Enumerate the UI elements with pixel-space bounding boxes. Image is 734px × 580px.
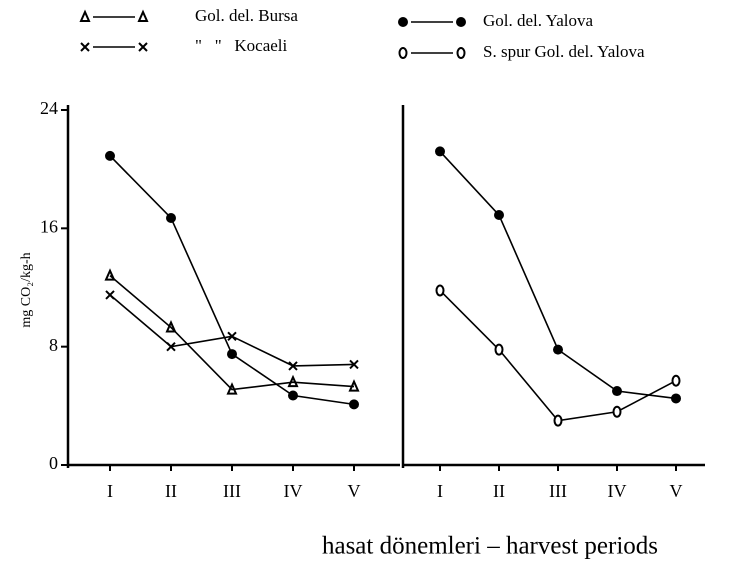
marker xyxy=(612,405,622,418)
marker xyxy=(435,284,445,297)
marker xyxy=(288,390,298,401)
x-tick-label: I xyxy=(107,481,113,501)
legend-label: " " Kocaeli xyxy=(195,36,288,55)
marker xyxy=(671,374,681,387)
marker xyxy=(553,414,563,427)
x-tick-label: I xyxy=(437,481,443,501)
series-line xyxy=(109,275,355,391)
legend-marker xyxy=(137,9,149,22)
y-axis-label: mg CO₂/kg-h xyxy=(19,252,34,327)
legend-marker xyxy=(456,47,466,59)
legend-marker xyxy=(80,42,90,52)
series-line xyxy=(439,150,677,400)
marker xyxy=(105,150,115,161)
marker xyxy=(349,399,359,410)
marker xyxy=(494,343,504,356)
x-tick-label: II xyxy=(165,481,177,501)
marker xyxy=(227,349,237,360)
marker xyxy=(435,146,445,157)
x-tick-label: III xyxy=(549,481,567,501)
marker xyxy=(166,212,176,223)
y-tick-label: 24 xyxy=(40,98,58,118)
legend-marker xyxy=(138,42,148,52)
legend-marker xyxy=(398,17,408,27)
series-line xyxy=(439,289,677,422)
legend-marker xyxy=(456,17,466,27)
marker xyxy=(494,210,504,221)
marker xyxy=(166,341,176,352)
marker xyxy=(671,393,681,404)
x-axis-label: hasat dönemleri – harvest periods xyxy=(322,533,658,560)
y-tick-label: 8 xyxy=(49,335,58,355)
legend-label: S. spur Gol. del. Yalova xyxy=(483,42,645,61)
x-tick-label: IV xyxy=(284,481,303,501)
marker xyxy=(105,290,115,300)
x-tick-label: IV xyxy=(608,481,627,501)
series-line xyxy=(109,155,355,406)
marker xyxy=(348,379,360,392)
legend-label: Gol. del. Yalova xyxy=(483,11,593,30)
marker xyxy=(612,386,622,397)
x-tick-label: III xyxy=(223,481,241,501)
marker xyxy=(165,319,177,333)
marker xyxy=(288,361,298,371)
marker xyxy=(104,268,116,281)
marker xyxy=(227,331,237,342)
marker xyxy=(553,344,563,355)
marker xyxy=(349,359,359,370)
x-tick-label: II xyxy=(493,481,505,501)
y-tick-label: 16 xyxy=(40,216,58,236)
legend-marker xyxy=(79,9,91,22)
x-tick-label: V xyxy=(670,481,683,501)
legend-label: Gol. del. Bursa xyxy=(195,6,298,25)
marker xyxy=(287,374,299,388)
x-tick-label: V xyxy=(348,481,361,501)
legend-marker xyxy=(398,47,408,59)
y-tick-label: 0 xyxy=(49,453,58,473)
marker xyxy=(226,382,238,395)
